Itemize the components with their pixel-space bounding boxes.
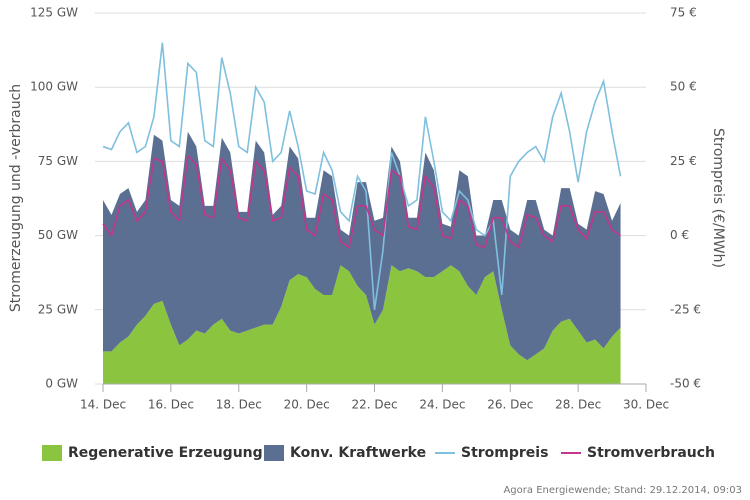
x-tick-label: 26. Dec bbox=[487, 398, 533, 412]
y-tick-label: 75 GW bbox=[38, 154, 78, 168]
x-tick-label: 30. Dec bbox=[623, 398, 669, 412]
legend-swatch bbox=[42, 445, 62, 461]
area bbox=[103, 265, 621, 384]
x-tick-label: 24. Dec bbox=[419, 398, 465, 412]
x-tick-label: 28. Dec bbox=[555, 398, 601, 412]
area bbox=[103, 131, 621, 361]
legend-label: Konv. Kraftwerke bbox=[290, 445, 426, 461]
y-tick-label: 100 GW bbox=[30, 80, 78, 94]
legend-swatch bbox=[264, 445, 284, 461]
x-tick-label: 22. Dec bbox=[351, 398, 397, 412]
line bbox=[102, 153, 622, 249]
y-tick-label: 50 GW bbox=[38, 228, 78, 242]
line bbox=[102, 42, 622, 310]
legend-label: Strompreis bbox=[461, 445, 548, 461]
y-tick-label: 25 GW bbox=[38, 302, 78, 316]
x-tick-label: 20. Dec bbox=[284, 398, 330, 412]
y2-tick-label: -50 € bbox=[670, 377, 701, 391]
legend-label: Regenerative Erzeugung bbox=[68, 445, 263, 461]
x-tick-label: 14. Dec bbox=[80, 398, 126, 412]
y2-axis-label: Strompreis (€/MWh) bbox=[710, 128, 726, 268]
x-tick-label: 18. Dec bbox=[216, 398, 262, 412]
y2-tick-label: 50 € bbox=[670, 80, 697, 94]
legend-label: Stromverbrauch bbox=[587, 445, 715, 461]
y-tick-label: 125 GW bbox=[30, 6, 78, 20]
x-tick-label: 16. Dec bbox=[148, 398, 194, 412]
y-axis-label: Stromerzeugung und -verbrauch bbox=[8, 84, 24, 312]
source: Agora Energiewende; Stand: 29.12.2014, 0… bbox=[503, 485, 742, 496]
y-tick-label: 0 GW bbox=[45, 377, 78, 391]
y2-tick-label: 0 € bbox=[670, 228, 689, 242]
y2-tick-label: -25 € bbox=[670, 302, 701, 316]
y2-tick-label: 75 € bbox=[670, 6, 697, 20]
y2-tick-label: 25 € bbox=[670, 154, 697, 168]
